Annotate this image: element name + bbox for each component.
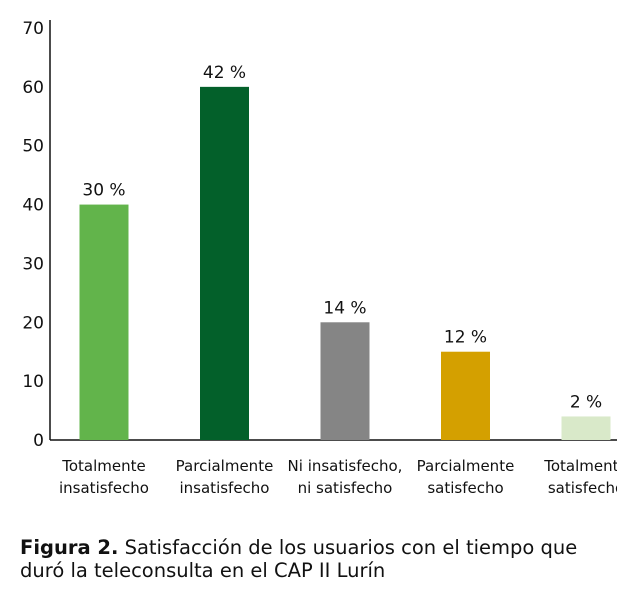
y-tick-label: 40 [22,196,44,216]
x-tick-label: Parcialmente [417,457,515,475]
data-label: 42 % [203,63,246,83]
bars-group [79,86,611,440]
y-tick-label: 10 [22,372,44,392]
bar [320,322,370,440]
y-axis-ticks: 0 10 20 30 40 50 60 70 [22,19,44,451]
y-tick-label: 20 [22,313,44,333]
x-tick-label: Totalmente [543,457,617,475]
data-label: 2 % [570,392,602,412]
data-label: 14 % [323,298,366,318]
data-label: 12 % [444,328,487,348]
bar [79,204,129,440]
data-labels-group: 30 % 42 % 14 % 12 % 2 % [82,63,602,413]
x-tick-label: insatisfecho [59,479,149,497]
bar-chart: 0 10 20 30 40 50 60 70 30 % 42 % 14 % 12 % 2 % Tota… [22,19,617,497]
x-tick-label: Parcialmente [176,457,274,475]
x-tick-label: Ni insatisfecho, [288,457,403,475]
x-tick-label: satisfecho [427,479,503,497]
data-label: 30 % [82,181,125,201]
x-tick-label: Totalmente [61,457,146,475]
y-tick-label: 0 [33,431,44,451]
bar [561,416,611,440]
x-tick-label: ni satisfecho [298,479,393,497]
y-tick-label: 60 [22,78,44,98]
figure-caption: Figura 2. Satisfacción de los usuarios c… [20,536,617,582]
bar [441,351,490,440]
y-tick-label: 50 [22,137,44,157]
x-tick-label: satisfecho [548,479,617,497]
category-labels-group: Totalmente insatisfecho Parcialmente insati… [59,457,617,497]
caption-label: Figura 2. [20,536,119,559]
y-tick-label: 70 [22,19,44,39]
caption-text: Satisfacción de los usuarios con el tiem… [20,536,578,582]
x-tick-label: insatisfecho [180,479,270,497]
bar [200,86,249,440]
y-tick-label: 30 [22,254,44,274]
